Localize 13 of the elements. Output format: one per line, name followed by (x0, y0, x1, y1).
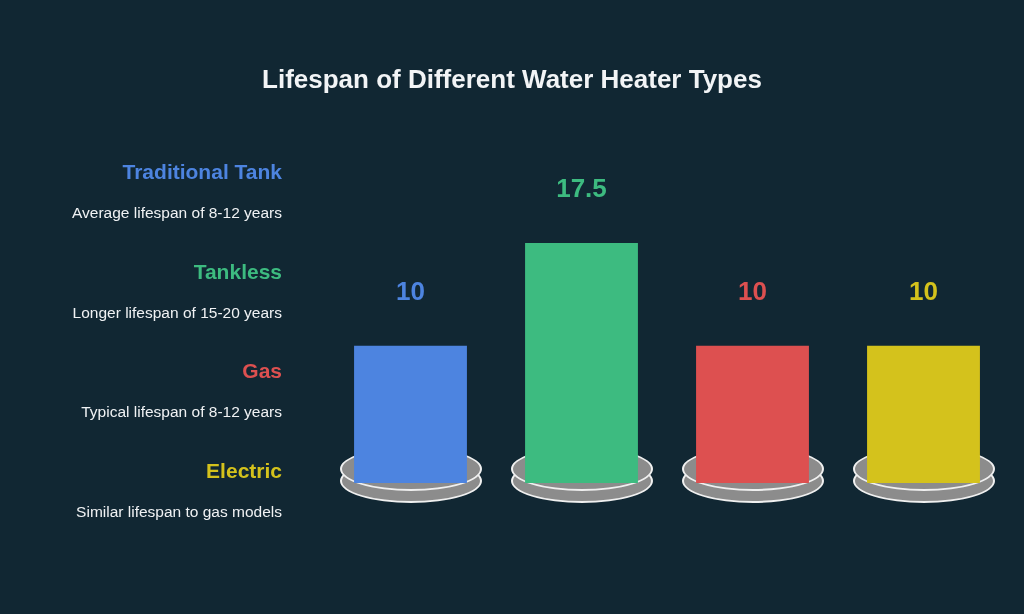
text: Longer lifespan of 15-20 years (71, 302, 282, 323)
text: Traditional Tank (121, 159, 282, 185)
data-label: 10 (909, 275, 938, 306)
data-label: 17.5 (556, 173, 607, 204)
text: Gas (241, 358, 282, 384)
data-label: 10 (396, 275, 425, 306)
data-label: 10 (738, 275, 767, 306)
text: Average lifespan of 8-12 years (71, 203, 282, 223)
text: Similar lifespan to gas models (75, 501, 282, 522)
chart-title: Lifespan of Different Water Heater Types (261, 63, 763, 96)
text: Electric (205, 457, 282, 484)
text: Typical lifespan of 8-12 years (80, 402, 282, 422)
text: Tankless (192, 258, 282, 285)
